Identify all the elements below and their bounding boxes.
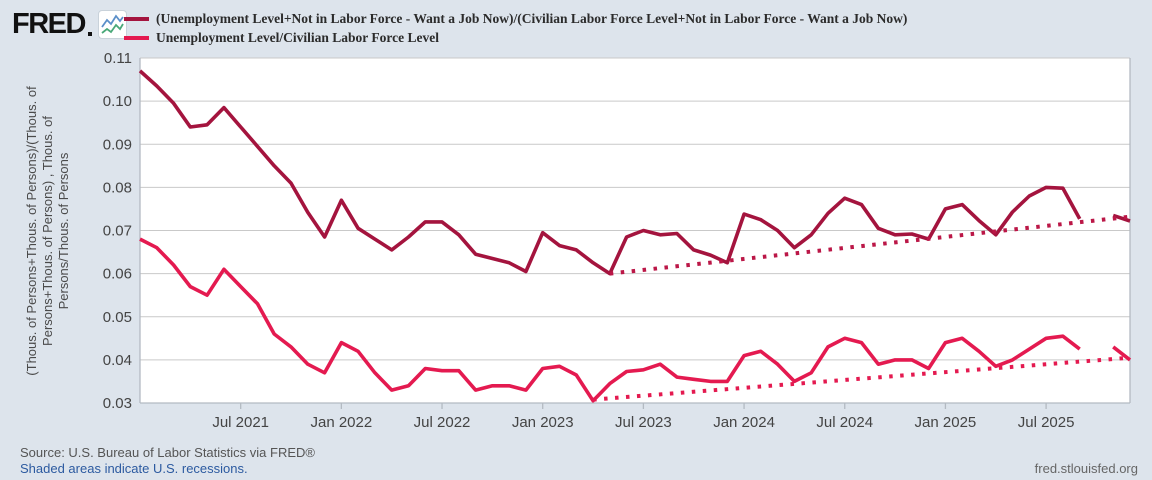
x-tick-label: Jul 2024 [816, 414, 873, 431]
fred-logo[interactable]: FRED [12, 8, 127, 41]
fred-logo-text: FRED [12, 8, 86, 40]
legend-label: Unemployment Level/Civilian Labor Force … [156, 29, 439, 45]
y-tick-label: 0.08 [103, 179, 132, 196]
x-tick-label: Jul 2025 [1018, 414, 1075, 431]
fred-site-link[interactable]: fred.stlouisfed.org [1034, 461, 1138, 476]
y-tick-label: 0.09 [103, 136, 132, 153]
legend-label: (Unemployment Level+Not in Labor Force -… [156, 10, 908, 26]
y-axis-label-line: Persons+Thous. of Persons) , Thous. of [40, 116, 55, 346]
x-tick-label: Jul 2021 [212, 414, 269, 431]
legend-line-swatch [124, 35, 149, 40]
y-tick-label: 0.07 [103, 223, 132, 240]
legend-item-ratio-want-a-job: (Unemployment Level+Not in Labor Force -… [124, 9, 907, 28]
legend-line-swatch [124, 16, 149, 21]
series-2-solid-line [139, 237, 1132, 403]
chart-legend: (Unemployment Level+Not in Labor Force -… [124, 9, 907, 47]
source-attribution: Source: U.S. Bureau of Labor Statistics … [20, 445, 315, 460]
y-tick-label: 0.04 [103, 352, 132, 369]
fred-logo-dot [87, 31, 92, 36]
x-tick-label: Jan 2022 [310, 414, 372, 431]
y-tick-label: 0.03 [103, 395, 132, 412]
x-tick-label: Jan 2024 [713, 414, 775, 431]
y-tick-label: 0.05 [103, 309, 132, 326]
fred-sparkline-icon [97, 10, 127, 39]
y-tick-label: 0.10 [103, 93, 132, 110]
y-axis-label-line: Persons/Thous. of Persons [56, 152, 71, 310]
x-tick-label: Jul 2023 [615, 414, 672, 431]
y-axis-label: (Thous. of Persons+Thous. of Persons)/(T… [24, 56, 72, 406]
y-axis-label-line: (Thous. of Persons+Thous. of Persons)/(T… [24, 86, 39, 376]
recessions-note-link[interactable]: Shaded areas indicate U.S. recessions. [20, 461, 248, 476]
x-tick-label: Jan 2025 [915, 414, 977, 431]
y-tick-label: 0.11 [104, 50, 132, 67]
x-tick-label: Jul 2022 [414, 414, 471, 431]
y-tick-label: 0.06 [103, 266, 132, 283]
series-4-dotted-line [592, 355, 1131, 402]
x-tick-label: Jan 2023 [512, 414, 574, 431]
legend-item-unemployment-rate: Unemployment Level/Civilian Labor Force … [124, 28, 907, 47]
